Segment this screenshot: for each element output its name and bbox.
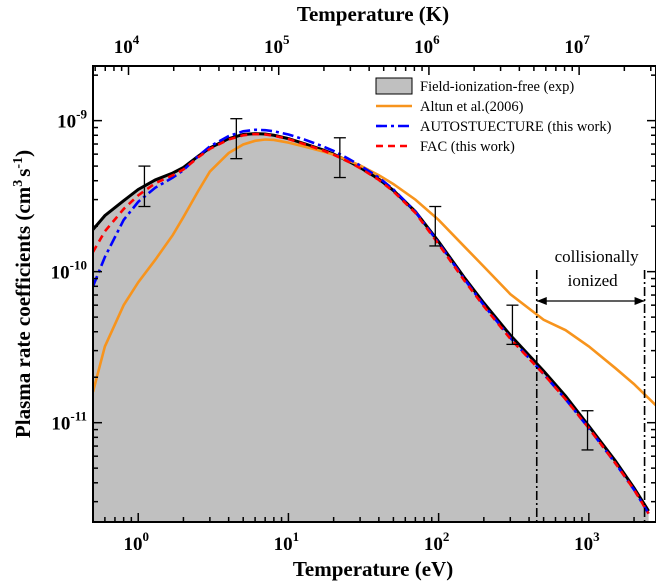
region-arrow-head-right — [634, 297, 645, 305]
x-tick-label: 100 — [123, 529, 149, 555]
series-fill-exp — [93, 133, 649, 522]
x-tick-label-exp: 3 — [593, 529, 600, 544]
y-tick-label-base: 10 — [51, 263, 70, 284]
y-tick-label: 10-11 — [51, 409, 87, 435]
y-tick-label-base: 10 — [57, 112, 76, 133]
plot-frame — [92, 65, 656, 523]
x2-tick-label-exp: 7 — [583, 32, 590, 47]
y-axis-title: Plasma rate coefficients (cm3 s-1) — [11, 150, 35, 438]
legend-label-0: Field-ionization-free (exp) — [420, 79, 574, 95]
x-tick-label-exp: 0 — [142, 529, 149, 544]
x2-tick-label-base: 10 — [564, 37, 583, 58]
x-tick-label-base: 10 — [123, 534, 142, 555]
annotation-line-2: ionized — [568, 271, 619, 290]
x-tick-label: 101 — [274, 529, 300, 555]
x2-tick-label-base: 10 — [264, 37, 283, 58]
legend: Field-ionization-free (exp) Altun et al.(… — [375, 77, 612, 155]
y-axis-title-mid: s — [11, 169, 35, 177]
x-tick-label: 103 — [574, 529, 600, 555]
x2-tick-label-base: 10 — [414, 37, 433, 58]
x2-tick-label-exp: 4 — [133, 32, 140, 47]
x2-axis-title: Temperature (K) — [297, 2, 449, 26]
x-tick-label-base: 10 — [424, 534, 443, 555]
x-tick-label-base: 10 — [574, 534, 593, 555]
y-tick-label-base: 10 — [51, 414, 70, 435]
region-arrow-head-left — [536, 297, 547, 305]
annotation-line-1: collisionally — [555, 247, 640, 266]
legend-label-3: FAC (this work) — [420, 139, 515, 155]
axis-ticks — [92, 66, 656, 522]
y-tick-label: 10-9 — [57, 107, 87, 133]
x-axis-title: Temperature (eV) — [293, 557, 453, 581]
y-tick-label-exp: -9 — [76, 107, 87, 122]
y-tick-label-exp: -10 — [70, 258, 87, 273]
legend-label-2: AUTOSTUECTURE (this work) — [420, 119, 612, 135]
x2-tick-label: 105 — [264, 32, 290, 58]
x2-tick-label: 106 — [414, 32, 440, 58]
x-tick-label: 102 — [424, 529, 450, 555]
x2-tick-label-exp: 6 — [433, 32, 440, 47]
series-line-fac — [93, 132, 650, 515]
y-tick-label: 10-10 — [51, 258, 87, 284]
y-axis-title-end: ) — [11, 150, 35, 157]
y-axis-title-exp2: -1 — [11, 157, 26, 169]
x2-tick-label: 107 — [564, 32, 590, 58]
y-axis-title-main: Plasma rate coefficients (cm — [11, 186, 35, 438]
legend-label-1: Altun et al.(2006) — [420, 99, 524, 115]
legend-swatch-exp — [375, 77, 413, 95]
x-tick-label-exp: 2 — [443, 529, 450, 544]
x-tick-label-base: 10 — [274, 534, 293, 555]
plot-area — [93, 118, 656, 522]
x-tick-label-exp: 1 — [293, 529, 300, 544]
y-axis-title-exp1: 3 — [11, 180, 26, 187]
annotation: collisionally ionized — [535, 247, 646, 522]
x2-tick-label-base: 10 — [114, 37, 133, 58]
x2-tick-label-exp: 5 — [283, 32, 290, 47]
y-tick-label-exp: -11 — [70, 409, 87, 424]
plot-border — [92, 65, 656, 523]
x2-tick-label: 104 — [114, 32, 140, 58]
